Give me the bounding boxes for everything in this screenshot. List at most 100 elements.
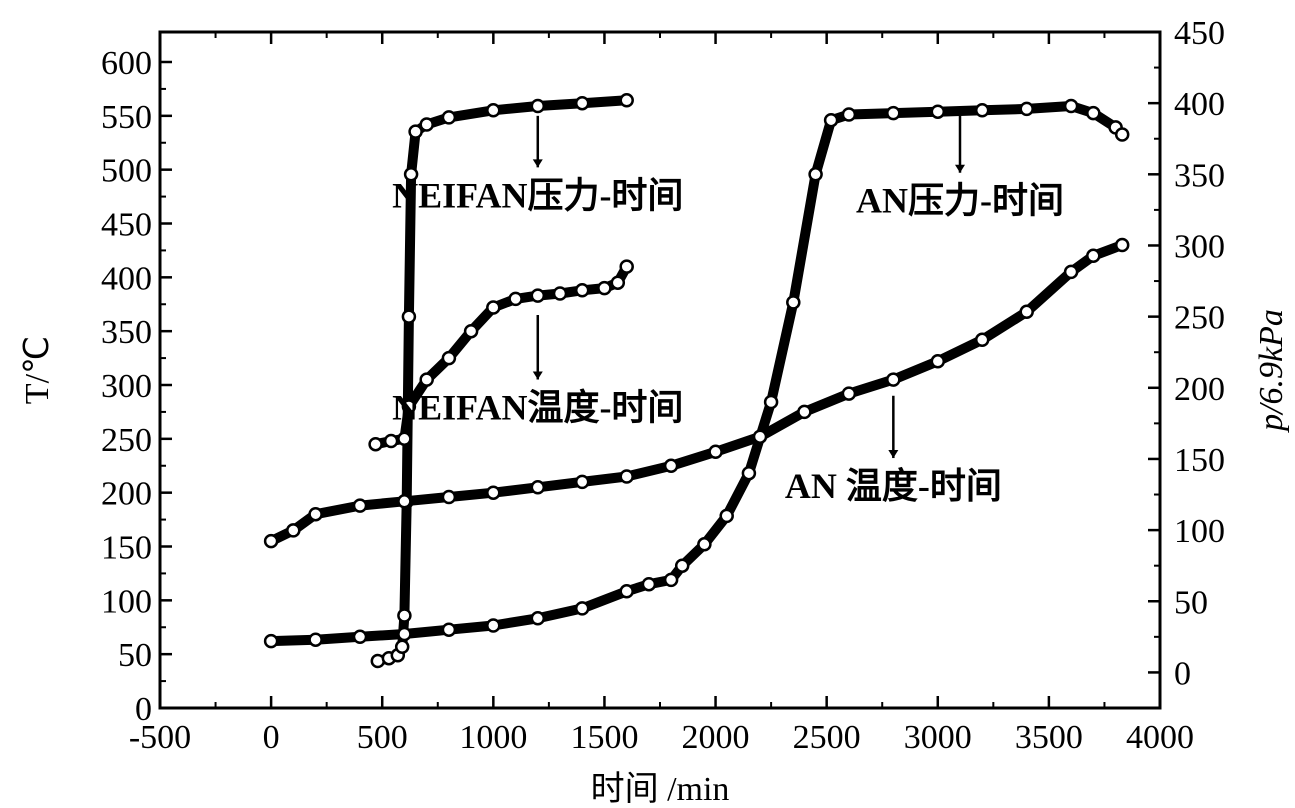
y-left-tick-label: 300 <box>101 368 152 405</box>
series-2-point <box>610 275 626 290</box>
series-3-point <box>1114 127 1130 142</box>
series-2-point <box>401 399 417 414</box>
series-4-point <box>441 489 457 505</box>
series-2-point <box>383 433 399 449</box>
series-3-point <box>763 394 779 410</box>
series-4-line <box>266 240 1128 547</box>
y-left-tick-label: 0 <box>135 691 152 728</box>
series-4-point <box>797 404 812 420</box>
annotation-arrowhead <box>888 450 899 459</box>
series-4-point <box>886 372 901 387</box>
series-4-point <box>352 498 368 513</box>
series-3-point <box>663 572 679 588</box>
series-3-point <box>808 167 823 182</box>
series-2-point <box>552 286 568 301</box>
series-2-point <box>508 291 523 307</box>
y-left-tick-label: 500 <box>101 153 152 190</box>
series-4-point <box>708 444 723 460</box>
series-3-point <box>674 558 690 573</box>
series-3-point <box>352 629 368 645</box>
x-axis-title: 时间 /min <box>591 771 730 808</box>
series-1-point <box>394 639 410 655</box>
series-2-point <box>530 288 546 303</box>
series-4-point <box>574 474 590 490</box>
series-3-point <box>530 611 546 626</box>
x-tick-label: 4000 <box>1126 719 1194 756</box>
series-1-point <box>486 103 501 118</box>
x-tick-label: 3500 <box>1015 719 1083 756</box>
y-right-tick-label: 450 <box>1174 15 1225 52</box>
series-4-point <box>619 469 634 484</box>
series-3-point <box>1019 101 1034 117</box>
series-3-point <box>930 104 946 119</box>
series-2-point <box>574 283 590 298</box>
y-right-tick-label: 350 <box>1174 157 1225 194</box>
x-tick-label: 1000 <box>459 719 527 756</box>
series-2-point <box>368 436 383 452</box>
series-1-point <box>403 167 419 182</box>
x-tick-label: -500 <box>129 719 191 756</box>
series-3-point <box>741 465 757 481</box>
series-3-point <box>786 295 801 310</box>
y-axis-left-title: T/℃ <box>19 336 56 404</box>
x-tick-label: 0 <box>263 719 280 756</box>
y-right-tick-label: 50 <box>1174 584 1208 621</box>
annotation-arrowhead <box>532 159 543 168</box>
series-4-point <box>308 506 323 522</box>
x-tick-label: 500 <box>357 719 408 756</box>
y-left-tick-label: 350 <box>101 314 152 351</box>
series-1-point <box>397 608 412 623</box>
series-4-point <box>752 429 768 444</box>
y-right-tick-label: 0 <box>1174 655 1191 692</box>
series-2-point <box>619 259 634 274</box>
y-right-tick-label: 100 <box>1174 513 1225 550</box>
series-4-point <box>1063 264 1079 280</box>
y-left-tick-label: 400 <box>101 260 152 297</box>
annotation-label: NEIFAN温度-时间 <box>392 387 683 427</box>
series-3-point <box>974 103 990 118</box>
y-left-tick-label: 150 <box>101 530 152 567</box>
annotation-arrowhead <box>532 371 543 380</box>
series-1-point <box>419 117 434 132</box>
y-right-tick-label: 300 <box>1174 228 1225 265</box>
x-tick-label: 2000 <box>682 719 750 756</box>
series-3-point <box>486 618 501 633</box>
series-3-point <box>641 576 657 592</box>
series-4-point <box>930 354 946 369</box>
y-right-tick-label: 400 <box>1174 86 1225 123</box>
y-left-tick-label: 200 <box>101 476 152 513</box>
series-2-point <box>397 431 412 447</box>
series-2-point <box>463 323 479 339</box>
series-3-point <box>1086 105 1101 121</box>
plot-frame <box>158 30 1162 710</box>
series-2-point <box>486 300 501 315</box>
x-tick-label: 1500 <box>570 719 638 756</box>
series-2-point <box>419 372 434 387</box>
series-3-point <box>308 632 323 647</box>
series-3-point <box>397 626 412 642</box>
x-tick-label: 2500 <box>793 719 861 756</box>
series-4-point <box>1019 304 1034 320</box>
series-1-point <box>619 93 634 108</box>
series-4-point <box>1086 248 1101 264</box>
series-4-point <box>1114 237 1130 253</box>
y-right-tick-label: 150 <box>1174 442 1225 479</box>
series-3-point <box>574 601 590 616</box>
series-3-point <box>263 633 279 649</box>
series-1-point <box>408 124 423 139</box>
y-left-tick-label: 250 <box>101 422 152 459</box>
series-3-line <box>266 101 1128 647</box>
series-layer <box>263 93 1130 669</box>
series-4-point <box>397 494 412 509</box>
series-3-point <box>697 537 712 552</box>
annotation-label: AN 温度-时间 <box>785 466 1002 506</box>
series-4-point <box>974 332 990 348</box>
series-4-point <box>286 523 301 538</box>
series-3-point <box>823 112 839 128</box>
annotation-label: NEIFAN压力-时间 <box>392 175 683 215</box>
y-axis-right-title: p/6.9kPa <box>1253 309 1290 433</box>
series-4-point <box>841 386 857 401</box>
annotation-arrowhead <box>955 164 965 173</box>
y-left-tick-label: 550 <box>101 99 152 136</box>
annotations: NEIFAN压力-时间 AN压力-时间 NEIFAN温度-时间 AN 温度-时间 <box>392 115 1064 506</box>
